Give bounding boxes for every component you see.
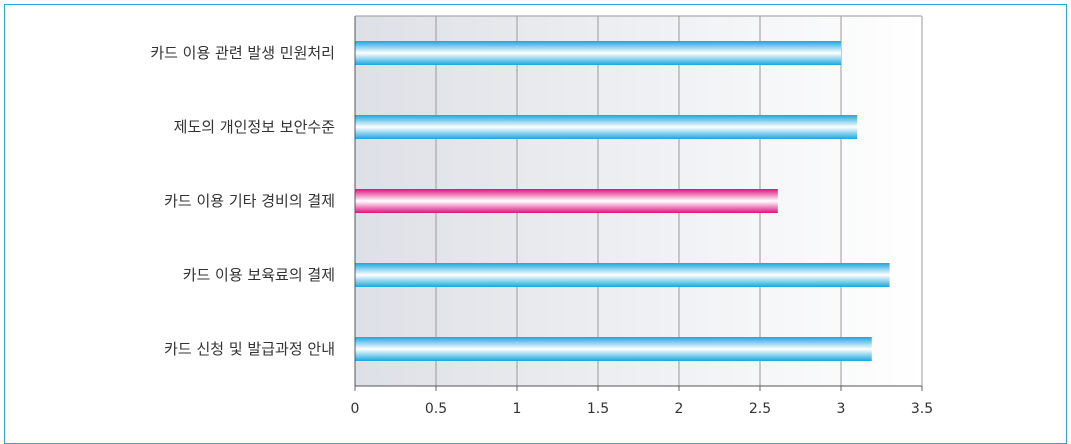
- bar: [355, 115, 858, 139]
- x-tick-label: 3.5: [911, 401, 933, 417]
- category-label: 카드 이용 관련 발생 민원처리: [150, 44, 335, 62]
- category-label: 카드 신청 및 발급과정 안내: [164, 340, 335, 358]
- x-tick-label: 0: [351, 401, 360, 417]
- bar: [355, 263, 890, 287]
- x-tick-label: 2: [675, 401, 684, 417]
- category-label: 카드 이용 보육료의 결제: [183, 266, 335, 284]
- category-label: 카드 이용 기타 경비의 결제: [164, 192, 335, 210]
- x-tick-label: 1: [513, 401, 522, 417]
- bar: [355, 41, 841, 65]
- x-tick-label: 0.5: [425, 401, 447, 417]
- x-tick-label: 2.5: [749, 401, 771, 417]
- x-tick-label: 3: [837, 401, 846, 417]
- bar: [355, 337, 872, 361]
- category-label: 제도의 개인정보 보안수준: [174, 118, 336, 136]
- bar: [355, 189, 778, 213]
- x-tick-label: 1.5: [587, 401, 609, 417]
